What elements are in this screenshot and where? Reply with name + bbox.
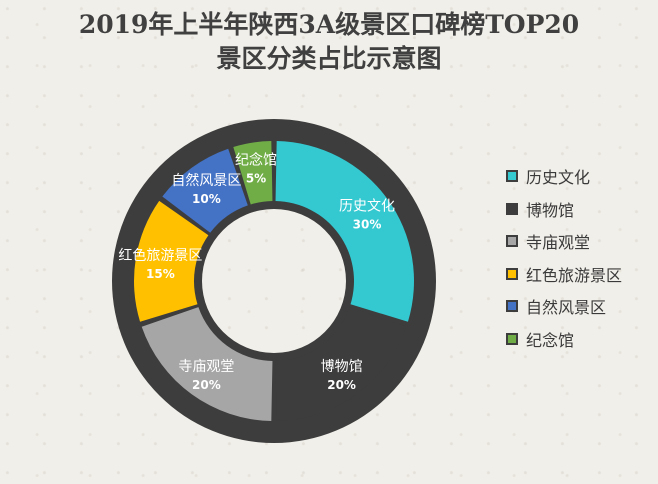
chart-legend: 历史文化博物馆寺庙观堂红色旅游景区 自然风景区纪念馆: [506, 160, 622, 355]
legend-swatch: [506, 170, 518, 183]
legend-item-4: 自然风景区: [506, 290, 622, 323]
chart-title-line1: 2019年上半年陕西3A级景区口碑榜TOP20: [78, 10, 580, 39]
legend-label: 红色旅游景区: [526, 265, 623, 285]
legend-swatch: [506, 235, 518, 248]
legend-swatch: [506, 202, 518, 215]
donut-slice-0: [275, 141, 414, 322]
slice-name-label-5: 纪念馆: [235, 151, 277, 168]
chart-title: 2019年上半年陕西3A级景区口碑榜TOP20 景区分类占比示意图: [0, 8, 658, 76]
legend-label: 历史文化: [526, 168, 591, 188]
legend-item-5: 纪念馆: [506, 323, 622, 356]
slice-percent-label-0: 30%: [353, 217, 382, 231]
slice-name-label-4: 自然风景区: [171, 172, 241, 189]
legend-item-1: 博物馆: [506, 193, 622, 226]
slice-name-label-2: 寺庙观堂: [178, 359, 234, 375]
legend-swatch: [506, 300, 518, 313]
donut-slice-2: [141, 307, 273, 421]
slice-percent-label-2: 20%: [192, 378, 221, 392]
donut-slice-3: [133, 200, 209, 322]
slice-name-label-3: 红色旅游景区: [118, 247, 202, 264]
slice-percent-label-1: 20%: [327, 378, 356, 392]
legend-item-3: 红色旅游景区: [506, 258, 622, 291]
legend-label: 寺庙观堂: [526, 233, 591, 253]
legend-item-0: 历史文化: [506, 160, 622, 193]
legend-label: 自然风景区: [526, 298, 607, 318]
donut-slice-1: [275, 307, 407, 421]
donut-slice-5: [233, 141, 273, 205]
slice-percent-label-3: 15%: [146, 267, 175, 281]
slice-name-label-0: 历史文化: [339, 198, 395, 214]
slice-percent-label-4: 10%: [192, 192, 221, 206]
donut-slice-4: [162, 148, 248, 233]
legend-swatch: [506, 332, 518, 345]
legend-label: 纪念馆: [526, 330, 575, 350]
slice-percent-label-5: 5%: [246, 171, 266, 185]
slice-name-label-1: 博物馆: [321, 358, 363, 375]
legend-swatch: [506, 267, 518, 280]
chart-title-line2: 景区分类占比示意图: [216, 44, 442, 73]
legend-label: 博物馆: [526, 200, 575, 220]
legend-item-2: 寺庙观堂: [506, 225, 622, 258]
